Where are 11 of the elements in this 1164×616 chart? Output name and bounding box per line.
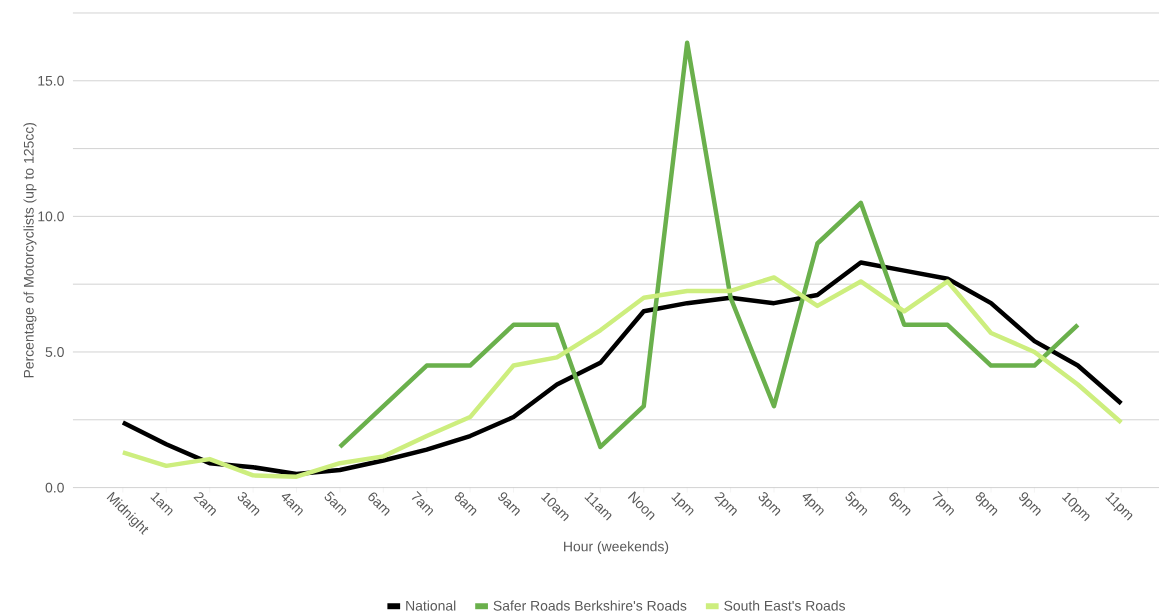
legend-label: National bbox=[406, 600, 456, 611]
x-tick-label: 4pm bbox=[802, 493, 824, 516]
legend-label: Safer Roads Berkshire's Roads bbox=[493, 600, 687, 611]
x-axis-title: Hour (weekends) bbox=[564, 540, 669, 554]
legend-label: South East's Roads bbox=[724, 600, 846, 611]
y-axis-title: Percentage of Motorcyclists (up to 125cc) bbox=[23, 122, 37, 378]
y-tick-label: 0.0 bbox=[45, 482, 64, 493]
x-tick-label: 4am bbox=[281, 493, 303, 516]
y-tick-label: 5.0 bbox=[45, 346, 64, 357]
y-tick-label: 15.0 bbox=[38, 75, 64, 86]
y-tick-label: 10.0 bbox=[38, 211, 64, 222]
